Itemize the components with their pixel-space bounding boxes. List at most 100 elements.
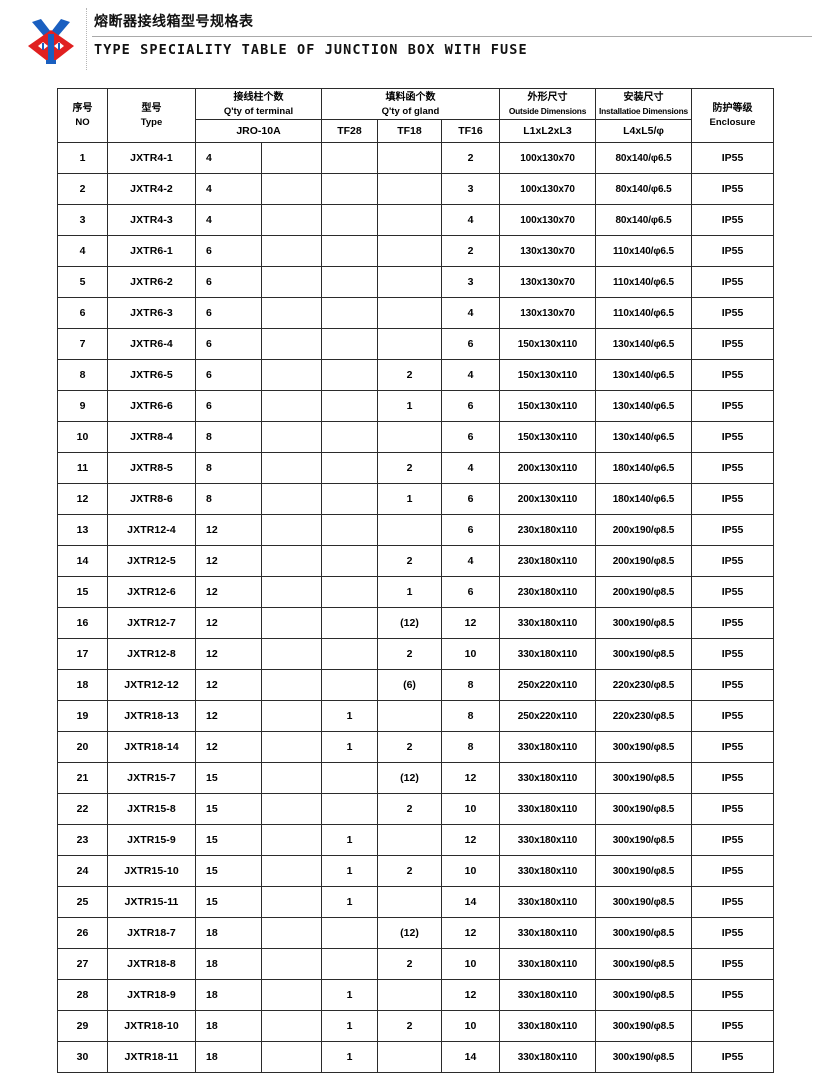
table-row: 19 JXTR18-13 12 1 8 250x220x110 220x230/φ8.5 IP… — [57, 700, 774, 732]
header-outside-cn: 外形尺寸 — [527, 91, 568, 103]
cell-outside-dimensions: 250x220x110 — [499, 669, 596, 701]
cell-no: 29 — [57, 1010, 108, 1042]
junction-box-spec-table: 序号 NO 型号 Type 接线柱个数 Q'ty of terminal 填料函… — [57, 88, 774, 1073]
cell-enclosure: IP55 — [691, 421, 774, 453]
cell-type: JXTR4-2 — [107, 173, 196, 205]
cell-tf18: 2 — [377, 545, 442, 577]
cell-enclosure: IP55 — [691, 948, 774, 980]
cell-install-dimensions: 300x190/φ8.5 — [595, 886, 692, 918]
table-row: 17 JXTR12-8 12 2 10 330x180x110 300x190/φ8.5 IP… — [57, 638, 774, 670]
cell-tf28 — [321, 266, 378, 298]
cell-tf28 — [321, 545, 378, 577]
cell-install-dimensions: 300x190/φ8.5 — [595, 1010, 692, 1042]
table-row: 22 JXTR15-8 15 2 10 330x180x110 300x190/φ8.5 IP… — [57, 793, 774, 825]
cell-install-dimensions: 200x190/φ8.5 — [595, 576, 692, 608]
table-row: 12 JXTR8-6 8 1 6 200x130x110 180x140/φ6.5 IP55 — [57, 483, 774, 515]
header-sub-tf16: TF16 — [441, 119, 500, 143]
table-row: 3 JXTR4-3 4 4 100x130x70 80x140/φ6.5 IP55 — [57, 204, 774, 236]
cell-no: 15 — [57, 576, 108, 608]
cell-tf28 — [321, 204, 378, 236]
header-sub-outside: L1xL2xL3 — [499, 119, 596, 143]
cell-outside-dimensions: 150x130x110 — [499, 359, 596, 391]
cell-jro-10a: 18 — [195, 1010, 262, 1042]
title-block: 熔断器接线箱型号规格表 TYPE SPECIALITY TABLE OF JUN… — [92, 10, 812, 60]
cell-type: JXTR12-6 — [107, 576, 196, 608]
cell-enclosure: IP55 — [691, 204, 774, 236]
cell-tf28 — [321, 421, 378, 453]
cell-type: JXTR6-6 — [107, 390, 196, 422]
cell-jro-10a: 8 — [195, 452, 262, 484]
cell-type: JXTR18-11 — [107, 1041, 196, 1073]
cell-tf18 — [377, 1041, 442, 1073]
cell-tf18: 1 — [377, 576, 442, 608]
table-row: 18 JXTR12-12 12 (6) 8 250x220x110 220x230/φ8.5… — [57, 669, 774, 701]
cell-enclosure: IP55 — [691, 173, 774, 205]
cell-jro-spare — [261, 979, 322, 1011]
cell-install-dimensions: 80x140/φ6.5 — [595, 204, 692, 236]
header-sub-jro: JRO-10A — [195, 119, 322, 143]
table-row: 24 JXTR15-10 15 1 2 10 330x180x110 300x190/φ8.5… — [57, 855, 774, 887]
cell-type: JXTR8-5 — [107, 452, 196, 484]
header-type: 型号 Type — [107, 88, 196, 143]
cell-outside-dimensions: 130x130x70 — [499, 235, 596, 267]
cell-tf18: (6) — [377, 669, 442, 701]
cell-type: JXTR18-9 — [107, 979, 196, 1011]
cell-jro-10a: 6 — [195, 266, 262, 298]
header-install-dimensions: 安装尺寸 Installatioe Dimensions — [595, 88, 692, 120]
cell-tf16: 6 — [441, 576, 500, 608]
cell-tf18 — [377, 421, 442, 453]
cell-no: 21 — [57, 762, 108, 794]
cell-jro-spare — [261, 421, 322, 453]
cell-tf16: 3 — [441, 173, 500, 205]
cell-no: 19 — [57, 700, 108, 732]
cell-tf28 — [321, 793, 378, 825]
cell-jro-spare — [261, 700, 322, 732]
table-row: 2 JXTR4-2 4 3 100x130x70 80x140/φ6.5 IP55 — [57, 173, 774, 205]
cell-tf16: 10 — [441, 638, 500, 670]
cell-install-dimensions: 300x190/φ8.5 — [595, 731, 692, 763]
cell-jro-10a: 15 — [195, 886, 262, 918]
cell-enclosure: IP55 — [691, 917, 774, 949]
header-gland-en: Q'ty of gland — [381, 105, 440, 117]
cell-tf18 — [377, 700, 442, 732]
cell-type: JXTR18-13 — [107, 700, 196, 732]
cell-jro-10a: 12 — [195, 607, 262, 639]
cell-tf18: 2 — [377, 452, 442, 484]
table-row: 27 JXTR18-8 18 2 10 330x180x110 300x190/φ8.5 IP… — [57, 948, 774, 980]
cell-enclosure: IP55 — [691, 452, 774, 484]
cell-tf28: 1 — [321, 1010, 378, 1042]
cell-tf28: 1 — [321, 1041, 378, 1073]
cell-no: 4 — [57, 235, 108, 267]
cell-tf16: 4 — [441, 452, 500, 484]
header-install-en: Installatioe Dimensions — [599, 105, 688, 116]
cell-tf28 — [321, 762, 378, 794]
cell-install-dimensions: 180x140/φ6.5 — [595, 483, 692, 515]
cell-no: 10 — [57, 421, 108, 453]
table-row: 6 JXTR6-3 6 4 130x130x70 110x140/φ6.5 IP55 — [57, 297, 774, 329]
cell-jro-10a: 8 — [195, 483, 262, 515]
cell-enclosure: IP55 — [691, 1041, 774, 1073]
table-row: 5 JXTR6-2 6 3 130x130x70 110x140/φ6.5 IP55 — [57, 266, 774, 298]
cell-install-dimensions: 300x190/φ8.5 — [595, 638, 692, 670]
cell-jro-spare — [261, 359, 322, 391]
header-install-cn: 安装尺寸 — [623, 91, 664, 103]
cell-jro-10a: 18 — [195, 979, 262, 1011]
cell-no: 14 — [57, 545, 108, 577]
cell-tf28: 1 — [321, 824, 378, 856]
page-title-english: TYPE SPECIALITY TABLE OF JUNCTION BOX WI… — [94, 42, 528, 58]
cell-install-dimensions: 300x190/φ8.5 — [595, 917, 692, 949]
header-enclosure-en: Enclosure — [709, 117, 756, 128]
header-sub-install: L4xL5/φ — [595, 119, 692, 143]
cell-tf18 — [377, 328, 442, 360]
cell-tf16: 6 — [441, 483, 500, 515]
table-row: 23 JXTR15-9 15 1 12 330x180x110 300x190/φ8.5 IP… — [57, 824, 774, 856]
cell-tf16: 8 — [441, 731, 500, 763]
cell-tf18 — [377, 266, 442, 298]
cell-jro-10a: 4 — [195, 142, 262, 174]
table-row: 9 JXTR6-6 6 1 6 150x130x110 130x140/φ6.5 IP55 — [57, 390, 774, 422]
table-body: 1 JXTR4-1 4 2 100x130x70 80x140/φ6.5 IP55 2 JXTR… — [57, 142, 774, 1073]
cell-enclosure: IP55 — [691, 700, 774, 732]
cell-jro-spare — [261, 762, 322, 794]
cell-outside-dimensions: 230x180x110 — [499, 514, 596, 546]
header-sub-tf28: TF28 — [321, 119, 378, 143]
